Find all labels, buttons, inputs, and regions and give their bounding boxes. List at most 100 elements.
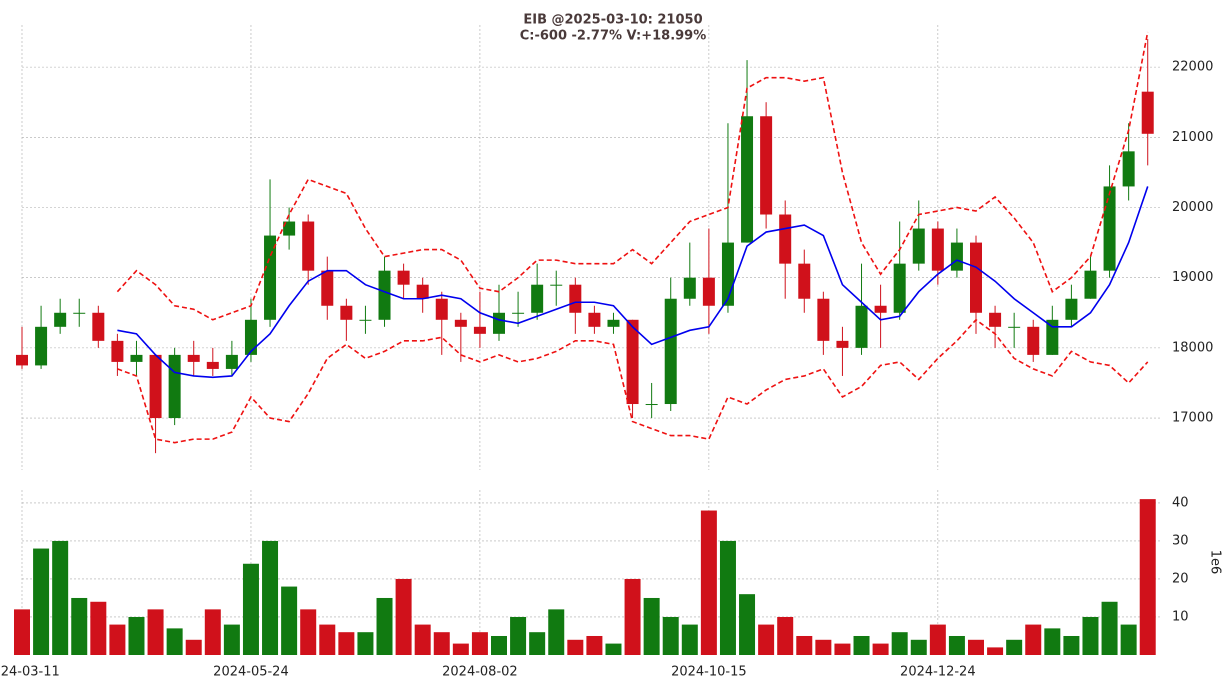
volume-bar <box>796 635 813 655</box>
volume-bar <box>262 540 279 655</box>
volume-bar <box>281 586 298 655</box>
volume-bar <box>109 624 126 655</box>
candle-body <box>760 116 773 215</box>
candle-body <box>931 228 944 271</box>
volume-bar <box>586 635 603 655</box>
volume-bar <box>1101 601 1118 655</box>
candle-body <box>855 305 868 348</box>
candle-body <box>1065 298 1078 320</box>
overlay-line <box>117 318 1149 444</box>
candle-body <box>35 326 48 366</box>
volume-bar <box>605 643 622 655</box>
candle-body <box>550 284 563 286</box>
candle-body <box>264 235 277 320</box>
candle-body <box>283 221 296 236</box>
overlay-line <box>116 31 1149 321</box>
volume-tick-label: 40 <box>1172 495 1189 510</box>
candle-body <box>1122 151 1135 187</box>
volume-tick-label: 30 <box>1172 533 1189 548</box>
volume-bar <box>968 639 984 655</box>
volume-bar <box>700 510 717 655</box>
candle-body <box>302 221 315 271</box>
volume-bar <box>319 624 336 655</box>
candle-body <box>702 277 715 306</box>
candle-body <box>416 284 429 299</box>
y-tick-label: 18000 <box>1172 340 1213 355</box>
candle-body <box>664 298 677 405</box>
candle-body <box>321 270 334 306</box>
candle-body <box>187 354 200 362</box>
volume-bar <box>834 643 851 655</box>
candle-body <box>741 116 754 243</box>
volume-bar <box>52 540 69 655</box>
candle-body <box>340 305 353 320</box>
volume-bar <box>739 594 756 655</box>
candle-body <box>569 284 582 313</box>
volume-bar <box>719 540 736 655</box>
volume-bar <box>14 609 30 655</box>
volume-bar <box>128 616 145 655</box>
candle-body <box>607 319 620 327</box>
candle-body <box>893 263 906 313</box>
volume-bar <box>223 624 240 655</box>
volume-bar <box>1120 624 1137 655</box>
volume-bar <box>1139 499 1156 655</box>
volume-bar <box>166 628 183 655</box>
y-tick-label: 22000 <box>1172 60 1213 75</box>
volume-bar <box>777 616 794 655</box>
volume-bar <box>338 632 355 655</box>
volume-bar <box>376 597 393 655</box>
volume-bar <box>643 597 660 655</box>
volume-tick-label: 10 <box>1172 609 1189 624</box>
y-tick-label: 17000 <box>1172 411 1213 426</box>
candle-body <box>645 404 658 406</box>
chart-title: EIB @2025-03-10: 21050 <box>523 13 702 28</box>
volume-scale-label: 1e6 <box>1208 550 1223 575</box>
volume-bar <box>853 635 870 655</box>
candle-body <box>111 340 124 362</box>
volume-bar <box>948 635 965 655</box>
volume-bar <box>567 639 584 655</box>
candle-body <box>454 319 467 327</box>
candle-body <box>779 214 792 264</box>
volume-bar <box>33 548 50 655</box>
overlay-line <box>117 186 1149 379</box>
candle-body <box>836 340 849 348</box>
candle-body <box>683 277 696 299</box>
x-tick-label: 2024-08-02 <box>442 665 518 680</box>
volume-bar <box>491 635 507 655</box>
x-tick-label: 2024-12-24 <box>900 665 976 680</box>
volume-bar <box>1006 639 1023 655</box>
candle-body <box>1103 186 1116 271</box>
candle-body <box>1046 319 1059 355</box>
volume-bar <box>987 647 1004 655</box>
volume-bar <box>1082 616 1099 655</box>
volume-bar <box>242 563 259 655</box>
candle-body <box>531 284 544 313</box>
candle-body <box>473 326 486 334</box>
candle-body <box>435 298 448 320</box>
x-tick-label: 2024-10-15 <box>671 665 747 680</box>
y-tick-label: 20000 <box>1172 200 1213 215</box>
candle-body <box>378 270 391 320</box>
y-tick-label: 21000 <box>1172 130 1213 145</box>
candle-body <box>874 305 887 313</box>
candle-body <box>92 312 105 341</box>
volume-bar <box>71 597 88 655</box>
candle-body <box>54 312 67 327</box>
candle-body <box>225 354 238 369</box>
volume-bar <box>624 578 641 655</box>
x-tick-label: 2024-03-11 <box>0 665 60 680</box>
candle-body <box>626 319 639 405</box>
volume-bar <box>90 601 107 655</box>
volume-bar <box>471 632 488 655</box>
volume-bar <box>510 616 527 655</box>
candle-body <box>798 263 811 299</box>
candle-body <box>970 242 982 313</box>
volume-bar <box>929 624 946 655</box>
candle-body <box>359 319 372 321</box>
candle-body <box>512 312 525 314</box>
volume-bar <box>548 609 565 655</box>
candle-body <box>16 354 28 366</box>
candle-body <box>817 298 830 341</box>
